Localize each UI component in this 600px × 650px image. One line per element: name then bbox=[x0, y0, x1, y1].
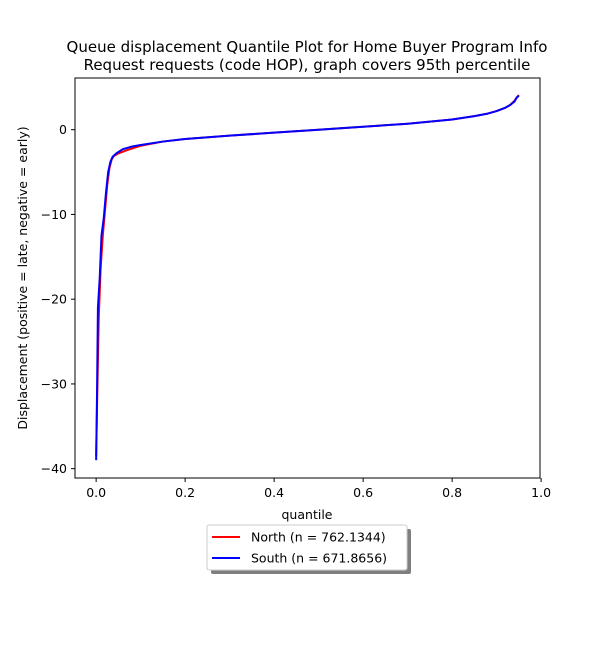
plot-frame bbox=[74, 77, 541, 479]
y-tick-label: −10 bbox=[41, 207, 67, 222]
x-tick-label: 0.0 bbox=[86, 485, 106, 500]
series-lines bbox=[95, 94, 520, 461]
legend: North (n = 762.1344) South (n = 671.8656) bbox=[206, 524, 411, 574]
y-tick-label: −30 bbox=[41, 376, 67, 391]
x-axis: 0.0 0.2 0.4 0.6 0.8 1.0 bbox=[86, 478, 551, 500]
chart-title-line-2: Request requests (code HOP), graph cover… bbox=[84, 56, 531, 74]
y-axis-label: Displacement (positive = late, negative … bbox=[15, 126, 30, 429]
x-tick-label: 0.8 bbox=[442, 485, 462, 500]
y-tick-label: 0 bbox=[59, 122, 67, 137]
chart-title-line-1: Queue displacement Quantile Plot for Hom… bbox=[67, 38, 548, 56]
y-tick-label: −40 bbox=[41, 461, 67, 476]
x-axis-label: quantile bbox=[282, 507, 333, 522]
legend-label-north: North (n = 762.1344) bbox=[251, 530, 386, 545]
series-line-north bbox=[95, 94, 520, 456]
y-axis: 0 −10 −20 −30 −40 bbox=[41, 122, 75, 476]
x-tick-label: 1.0 bbox=[531, 485, 551, 500]
legend-label-south: South (n = 671.8656) bbox=[251, 551, 387, 566]
series-line-south bbox=[95, 95, 520, 461]
chart-title: Queue displacement Quantile Plot for Hom… bbox=[67, 38, 548, 74]
x-tick-label: 0.2 bbox=[175, 485, 195, 500]
legend-box bbox=[206, 524, 408, 571]
y-tick-label: −20 bbox=[41, 292, 67, 307]
x-tick-label: 0.4 bbox=[264, 485, 284, 500]
x-tick-label: 0.6 bbox=[353, 485, 373, 500]
